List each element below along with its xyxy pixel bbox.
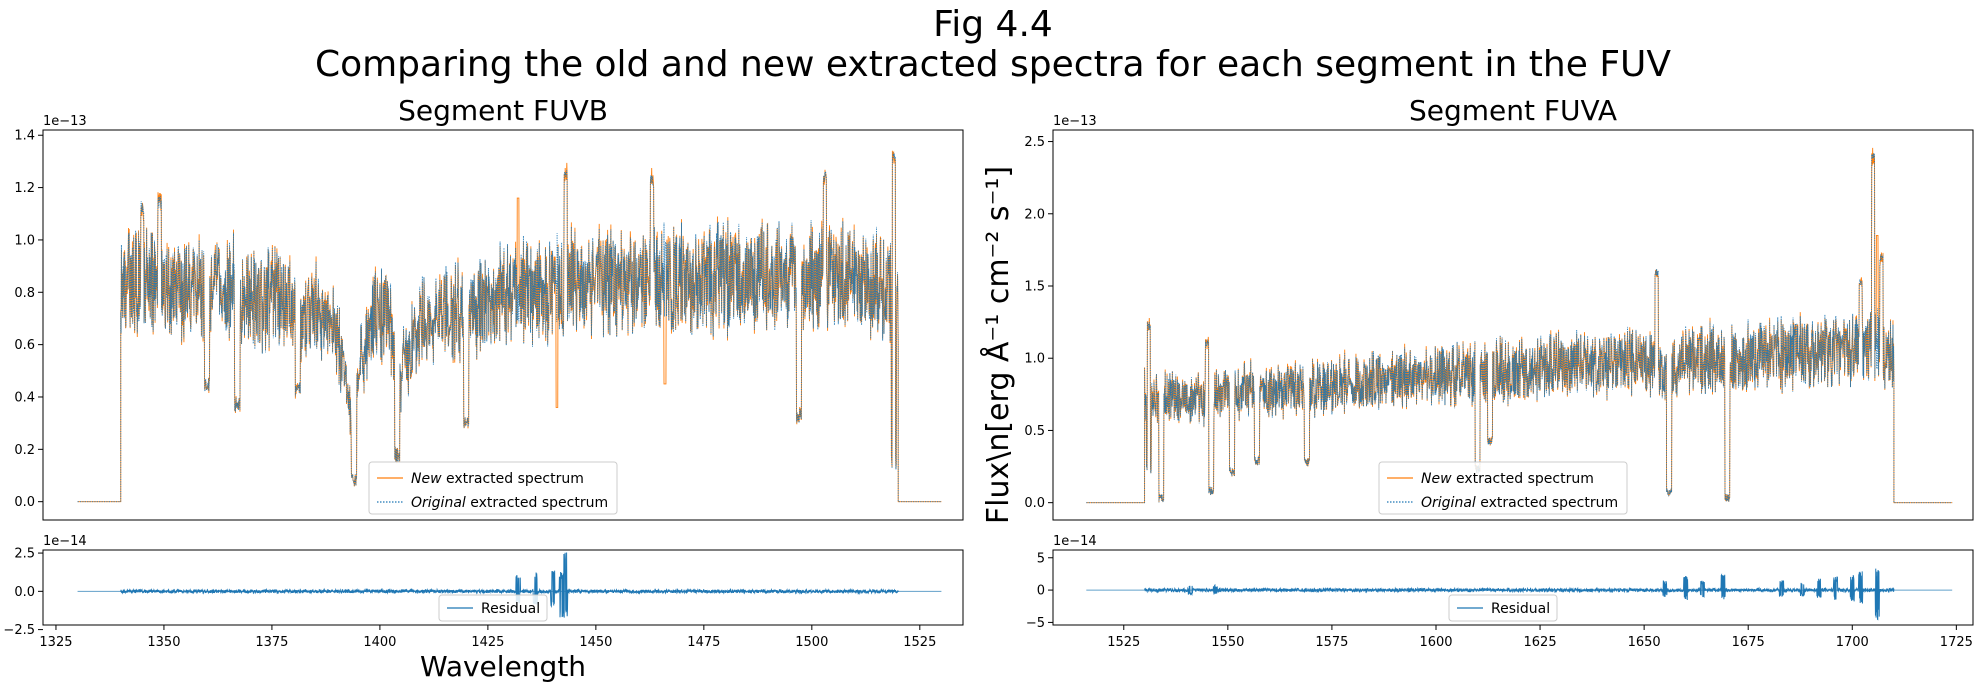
plot-area xyxy=(1086,147,1953,504)
y-tick-label: 2.5 xyxy=(1024,135,1045,150)
x-tick-label: 1525 xyxy=(903,635,936,650)
y-axis-label: Flux\n[erg Å⁻¹ cm⁻² s⁻¹] xyxy=(980,166,1016,524)
y-tick-label: 0.6 xyxy=(14,338,35,353)
series-new-extracted xyxy=(77,150,942,503)
x-tick-label: 1400 xyxy=(363,635,396,650)
legend-label: Original extracted spectrum xyxy=(1421,495,1618,511)
y-tick-label: 1.5 xyxy=(1024,280,1045,295)
legend: Residual xyxy=(438,594,548,622)
x-tick-label: 1700 xyxy=(1836,635,1869,650)
x-tick-label: 1725 xyxy=(1940,635,1973,650)
y-tick-label: 2.0 xyxy=(1024,207,1045,222)
y-tick-label: 0.8 xyxy=(14,286,35,301)
y-tick-label: 5 xyxy=(1037,551,1045,566)
y-offset-label: 1e−13 xyxy=(43,114,87,129)
series-residual xyxy=(120,552,899,618)
x-tick-label: 1650 xyxy=(1628,635,1661,650)
y-tick-label: 0.4 xyxy=(14,390,35,405)
y-offset-label: 1e−14 xyxy=(43,534,87,549)
y-offset-label: 1e−14 xyxy=(1053,534,1097,549)
legend: New extracted spectrum Original extracted… xyxy=(1378,461,1628,515)
axes-frame xyxy=(42,549,964,626)
legend-label: Residual xyxy=(481,601,540,617)
x-tick-label: 1475 xyxy=(687,635,720,650)
y-offset-label: 1e−13 xyxy=(1053,114,1097,129)
axes-frame xyxy=(1052,129,1974,521)
y-tick-label: 0.0 xyxy=(14,495,35,510)
series-original-extracted xyxy=(1086,153,1953,504)
x-tick-label: 1375 xyxy=(255,635,288,650)
x-tick-label: 1600 xyxy=(1419,635,1452,650)
series-original-extracted xyxy=(77,152,942,503)
x-tick-label: 1325 xyxy=(39,635,72,650)
series-residual xyxy=(1144,568,1895,621)
axes-frame xyxy=(1052,549,1974,626)
y-tick-label: −5 xyxy=(1026,616,1045,631)
plot-area xyxy=(77,150,942,503)
y-tick-label: 0 xyxy=(1037,584,1045,599)
fuva-spectrum-axes: Segment FUVA 0.0 0.5 1.0 1.5 2.0 2.5 1e−13 New e… xyxy=(1024,94,1974,521)
x-tick-label: 1350 xyxy=(147,635,180,650)
y-tick-label: −2.5 xyxy=(3,623,35,638)
x-tick-label: 1675 xyxy=(1732,635,1765,650)
y-tick-label: 0.0 xyxy=(1024,496,1045,511)
figure-title-line1: Fig 4.4 xyxy=(933,4,1053,45)
axes-title: Segment FUVA xyxy=(1409,94,1617,127)
x-axis-label: Wavelength xyxy=(420,650,586,683)
y-tick-label: 1.2 xyxy=(14,181,35,196)
series-new-extracted xyxy=(1086,147,1953,504)
figure-title-line2: Comparing the old and new extracted spec… xyxy=(315,44,1671,85)
y-tick-label: 1.0 xyxy=(1024,352,1045,367)
y-tick-label: 0.2 xyxy=(14,443,35,458)
legend: New extracted spectrum Original extracted… xyxy=(368,461,618,515)
fuvb-residual-axes: −2.5 0.0 2.5 1e−14 1325 1350 1375 1400 1425 1450 1… xyxy=(3,534,964,650)
legend: Residual xyxy=(1448,594,1558,622)
x-tick-label: 1575 xyxy=(1315,635,1348,650)
plot-area xyxy=(77,552,942,618)
y-tick-label: 1.4 xyxy=(14,129,35,144)
y-tick-label: 0.5 xyxy=(1024,424,1045,439)
legend-label: New extracted spectrum xyxy=(411,471,584,487)
y-tick-label: 0.0 xyxy=(14,585,35,600)
x-tick-label: 1500 xyxy=(795,635,828,650)
x-tick-label: 1525 xyxy=(1107,635,1140,650)
x-tick-label: 1550 xyxy=(1211,635,1244,650)
legend-label: Original extracted spectrum xyxy=(411,495,608,511)
legend-label: New extracted spectrum xyxy=(1421,471,1594,487)
x-tick-label: 1425 xyxy=(471,635,504,650)
axes-frame xyxy=(42,129,964,521)
plot-area xyxy=(1086,568,1953,621)
axes-title: Segment FUVB xyxy=(398,94,608,127)
legend-label: Residual xyxy=(1491,601,1550,617)
x-tick-label: 1450 xyxy=(579,635,612,650)
y-tick-label: 2.5 xyxy=(14,547,35,562)
fuva-residual-axes: −5 0 5 1e−14 1525 1550 1575 1600 1625 1650 1675 170… xyxy=(1026,534,1974,650)
fuvb-spectrum-axes: Segment FUVB 0.0 0.2 0.4 0.6 0.8 1.0 1.2 1.4 1e−1… xyxy=(14,94,964,521)
y-tick-label: 1.0 xyxy=(14,233,35,248)
x-tick-label: 1625 xyxy=(1524,635,1557,650)
